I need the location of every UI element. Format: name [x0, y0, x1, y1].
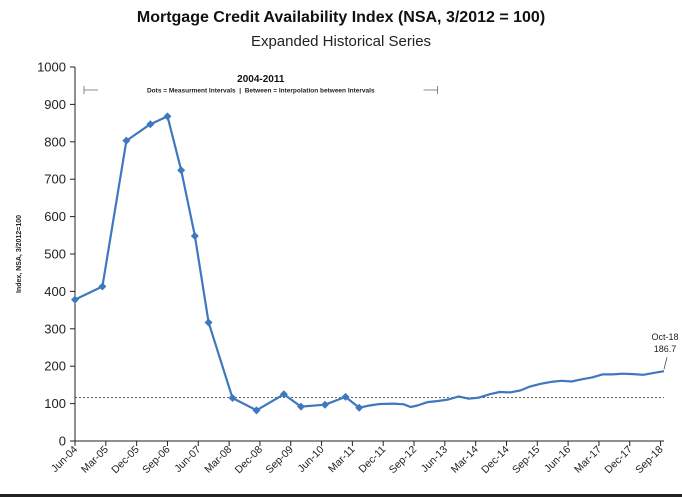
y-tick-label: 200 [44, 359, 66, 374]
y-tick-label: 700 [44, 172, 66, 187]
data-point-marker [122, 136, 131, 145]
data-point-marker [190, 232, 199, 241]
bracket-title: 2004-2011 [237, 74, 285, 85]
data-point-marker [71, 295, 79, 304]
x-tick-label: Mar-08 [202, 444, 234, 476]
series-markers [71, 112, 364, 415]
x-tick-label: Mar-11 [326, 444, 358, 476]
data-point-marker [204, 318, 213, 327]
data-point-marker [228, 393, 237, 402]
y-tick-label: 900 [44, 97, 66, 112]
end-annotation: Oct-18 186.7 [651, 332, 679, 370]
y-tick-label: 400 [44, 284, 66, 299]
x-tick-label: Sep-09 [263, 444, 296, 477]
data-point-marker [320, 400, 329, 409]
x-tick-label: Jun-13 [419, 444, 450, 475]
data-point-marker [177, 166, 186, 175]
x-tick-label: Jun-07 [172, 444, 203, 475]
y-tick-label: 100 [44, 396, 66, 411]
x-tick-label: Sep-12 [387, 444, 420, 477]
x-tick-label: Sep-06 [140, 444, 173, 477]
annotation-leader-line [663, 357, 668, 370]
x-tick-label: Dec-08 [233, 444, 266, 477]
x-tick-label: Jun-16 [542, 444, 573, 475]
y-tick-label: 500 [44, 247, 66, 262]
y-tick-label: 800 [44, 134, 66, 149]
data-point-marker [252, 406, 261, 415]
x-tick-label: Mar-17 [572, 444, 604, 476]
data-point-marker [297, 402, 306, 411]
data-point-marker [341, 392, 350, 401]
x-tick-label: Jun-10 [295, 444, 326, 475]
annotation-value-label: 186.7 [654, 344, 677, 354]
x-tick-label: Dec-14 [479, 444, 512, 477]
data-point-marker [146, 120, 155, 129]
chart-subtitle: Expanded Historical Series [251, 33, 431, 50]
y-tick-label: 600 [44, 209, 66, 224]
x-tick-label: Dec-17 [602, 444, 635, 477]
x-tick-label: Mar-14 [449, 444, 481, 476]
y-axis: 0 100 200 300 400 500 600 700 800 900 1000 [37, 60, 76, 449]
chart-title: Mortgage Credit Availability Index (NSA,… [137, 9, 545, 26]
x-tick-label: Sep-18 [633, 444, 666, 477]
y-tick-label: 300 [44, 321, 66, 336]
data-point-marker [163, 112, 172, 121]
bottom-border [0, 494, 682, 497]
data-point-marker [355, 403, 364, 412]
series-line [74, 115, 665, 412]
bracket-note: Dots = Measurment Intervals | Between = … [147, 88, 375, 95]
x-tick-label: Sep-15 [510, 444, 543, 477]
annotation-date-label: Oct-18 [651, 332, 678, 342]
x-tick-label: Dec-11 [356, 444, 388, 476]
bracket-annotation: 2004-2011 Dots = Measurment Intervals | … [83, 74, 438, 95]
x-tick-label: Mar-05 [79, 444, 111, 476]
y-tick-label: 0 [59, 434, 66, 449]
data-point-marker [279, 390, 288, 399]
bracket-text-background [98, 86, 424, 94]
y-axis-label: Index, NSA, 3/2012=100 [16, 215, 23, 293]
x-tick-label: Dec-05 [109, 444, 142, 477]
y-tick-label: 1000 [37, 60, 66, 75]
data-point-marker [98, 282, 107, 291]
